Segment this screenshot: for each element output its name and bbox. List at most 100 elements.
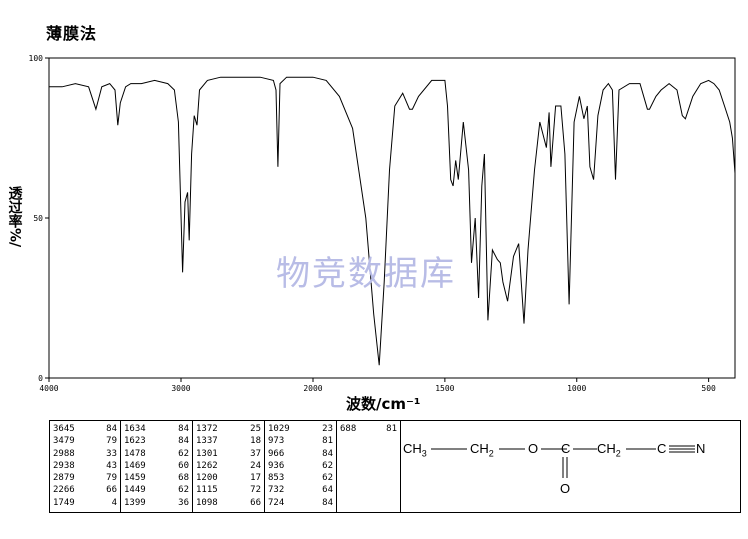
peak-transmittance: 17: [250, 473, 261, 484]
peak-entry: 936 62: [268, 460, 333, 472]
peak-col-5: 688 81: [336, 420, 401, 513]
y-axis-unit: %/: [6, 228, 23, 248]
structure-cell: [400, 420, 741, 513]
peak-wavenumber: 1623: [124, 436, 146, 447]
peak-entry: 1337 18: [196, 435, 261, 447]
peak-wavenumber: 936: [268, 460, 285, 471]
peak-entry: 973 81: [268, 435, 333, 447]
peak-transmittance: 72: [250, 485, 261, 496]
y-tick-label: 50: [33, 214, 43, 223]
peak-transmittance: 64: [322, 485, 333, 496]
peak-wavenumber: 1098: [196, 497, 218, 508]
peak-wavenumber: 2988: [53, 448, 75, 459]
peak-entry: 3479 79: [53, 435, 117, 447]
peak-transmittance: 66: [106, 485, 117, 496]
plot-frame: [48, 57, 736, 379]
peak-transmittance: 33: [106, 448, 117, 459]
peak-wavenumber: 1469: [124, 460, 146, 471]
peak-transmittance: 60: [178, 460, 189, 471]
peak-entry: 1459 68: [124, 472, 189, 484]
x-axis-label: 波数/cm⁻¹: [346, 395, 421, 413]
peak-entry: 1301 37: [196, 448, 261, 460]
peak-wavenumber: 1372: [196, 424, 218, 434]
x-tick-label: 1000: [567, 384, 586, 393]
peak-entry: 1749 4: [53, 497, 117, 509]
peak-entry: 1115 72: [196, 484, 261, 496]
ch3-group: CH3: [403, 441, 427, 459]
ir-spectrum-chart: 4000 3000 2000 1500 1000 500 0 50 100: [29, 54, 736, 393]
nitrile-carbon: C: [657, 441, 667, 456]
peak-col-4: 1029 23 973 81 966 84 936 62 853 62 732 64 724 84: [264, 420, 337, 513]
peak-entry: 1478 62: [124, 448, 189, 460]
peak-transmittance: 81: [322, 436, 333, 447]
x-tick-label: 3000: [171, 384, 190, 393]
peak-col-1: 3645 84 3479 79 2988 33 2938 43 2879 79 2266 66 1749…: [49, 420, 121, 513]
ether-oxygen: O: [528, 441, 539, 456]
peak-wavenumber: 2879: [53, 473, 75, 484]
peak-wavenumber: 1029: [268, 424, 290, 434]
ch2-group-1: CH2: [470, 441, 494, 459]
peak-wavenumber: 1337: [196, 436, 218, 447]
peak-transmittance: 62: [322, 473, 333, 484]
peak-wavenumber: 724: [268, 497, 285, 508]
peak-entry: 1399 36: [124, 497, 189, 509]
carbonyl-oxygen: O: [560, 481, 571, 496]
peak-wavenumber: 2266: [53, 485, 75, 496]
peak-entry: 1469 60: [124, 460, 189, 472]
y-axis-label-text: 透过率: [6, 186, 23, 228]
peak-entry: 1623 84: [124, 435, 189, 447]
peak-entry: 966 84: [268, 448, 333, 460]
peak-wavenumber: 732: [268, 485, 285, 496]
peak-col-3: 1372 25 1337 18 1301 37 1262 24 1200 17 1115 72 1098…: [192, 420, 265, 513]
peak-transmittance: 36: [178, 497, 189, 508]
peak-transmittance: 79: [106, 473, 117, 484]
peak-wavenumber: 1200: [196, 473, 218, 484]
ch2-group-2: CH2: [597, 441, 621, 459]
peak-entry: 724 84: [268, 497, 333, 509]
x-tick-label: 1500: [435, 384, 454, 393]
nitrile-nitrogen: N: [696, 441, 706, 456]
peak-wavenumber: 1115: [196, 485, 218, 496]
chart-title: 薄膜法: [46, 24, 98, 43]
peak-wavenumber: 1478: [124, 448, 146, 459]
peak-transmittance: 62: [178, 485, 189, 496]
peak-wavenumber: 1301: [196, 448, 218, 459]
peak-table: 3645 84 3479 79 2988 33 2938 43 2879 79 2266 66 1749…: [49, 420, 741, 513]
peak-transmittance: 62: [178, 448, 189, 459]
peak-wavenumber: 3645: [53, 424, 75, 434]
peak-entry: 688 81: [340, 423, 397, 435]
peak-wavenumber: 853: [268, 473, 285, 484]
peak-wavenumber: 973: [268, 436, 285, 447]
peak-transmittance: 4: [111, 497, 117, 508]
x-tick-label: 2000: [303, 384, 322, 393]
peak-transmittance: 81: [386, 424, 397, 434]
peak-transmittance: 84: [322, 448, 333, 459]
peak-transmittance: 84: [178, 424, 189, 434]
peak-wavenumber: 1634: [124, 424, 146, 434]
peak-wavenumber: 1459: [124, 473, 146, 484]
peak-wavenumber: 1749: [53, 497, 75, 508]
peak-transmittance: 68: [178, 473, 189, 484]
peak-entry: 1029 23: [268, 423, 333, 435]
peak-entry: 1200 17: [196, 472, 261, 484]
peak-transmittance: 84: [106, 424, 117, 434]
y-tick-label: 0: [38, 374, 43, 383]
peak-entry: 1098 66: [196, 497, 261, 509]
peak-entry: 2879 79: [53, 472, 117, 484]
peak-transmittance: 79: [106, 436, 117, 447]
peak-wavenumber: 3479: [53, 436, 75, 447]
peak-transmittance: 18: [250, 436, 261, 447]
peak-entry: 853 62: [268, 472, 333, 484]
peak-transmittance: 23: [322, 424, 333, 434]
peak-col-2: 1634 84 1623 84 1478 62 1469 60 1459 68 1449 62 1399…: [120, 420, 193, 513]
peak-entry: 2988 33: [53, 448, 117, 460]
peak-entry: 3645 84: [53, 423, 117, 435]
peak-wavenumber: 1399: [124, 497, 146, 508]
axis-ticks: 4000 3000 2000 1500 1000 500 0 50 100: [29, 54, 716, 393]
peak-transmittance: 84: [322, 497, 333, 508]
y-tick-label: 100: [29, 54, 44, 63]
peak-transmittance: 24: [250, 460, 261, 471]
peak-entry: 1262 24: [196, 460, 261, 472]
peak-entry: 732 64: [268, 484, 333, 496]
peak-wavenumber: 2938: [53, 460, 75, 471]
